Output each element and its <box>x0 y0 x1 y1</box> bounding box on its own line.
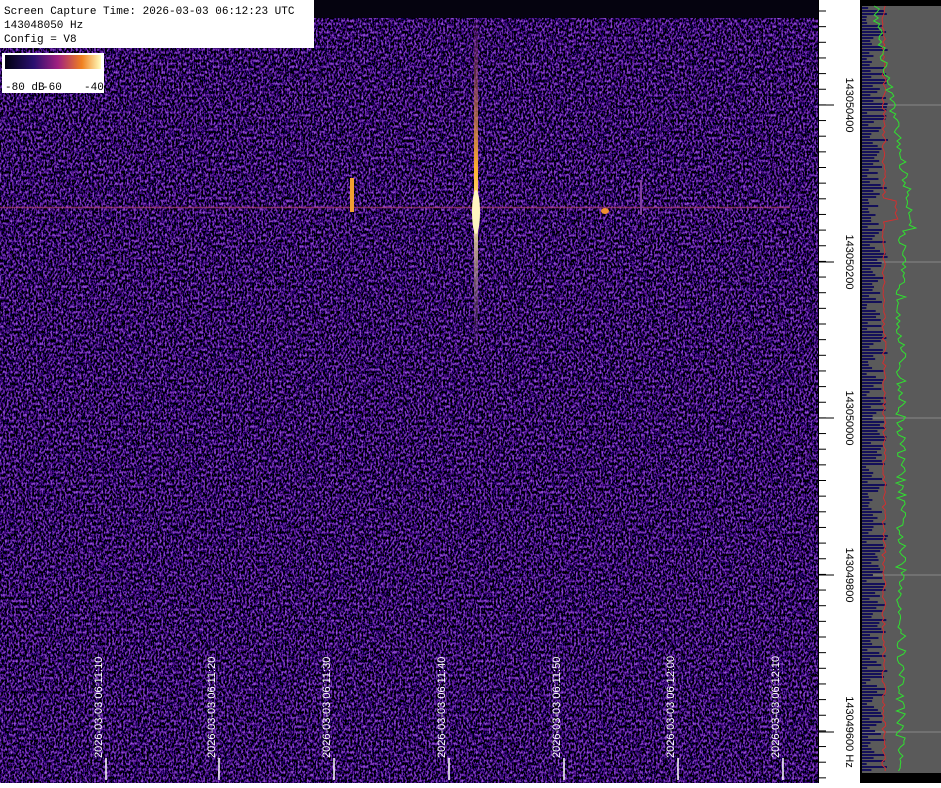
freq-label: 143049600 Hz <box>843 696 855 768</box>
colorbar <box>5 55 101 69</box>
freq-label: 143049800 <box>843 547 855 602</box>
freq-label: 143050200 <box>843 234 855 289</box>
header-line: Screen Capture Time: 2026-03-03 06:12:23… <box>4 6 295 18</box>
meteor-streak <box>474 20 478 350</box>
time-label: 2026-03-03 06:11:50 <box>551 657 563 758</box>
waterfall-noise <box>0 18 818 783</box>
time-label: 2026-03-03 06:11:20 <box>206 657 218 758</box>
colorbar-label: -60 <box>42 82 62 94</box>
time-label: 2026-03-03 06:11:10 <box>93 657 105 758</box>
spectrum-green <box>872 5 918 772</box>
colorbar-label: -80 dB <box>5 82 45 94</box>
colorbar-label: -40 <box>84 82 104 94</box>
header-box <box>0 0 314 48</box>
header-line: 143048050 Hz <box>4 20 83 32</box>
meteor-streak <box>350 178 354 212</box>
freq-label: 143050000 <box>843 390 855 445</box>
freq-label: 143050400 <box>843 77 855 132</box>
meteor-dot <box>601 208 609 214</box>
time-label: 2026-03-03 06:12:00 <box>665 656 677 758</box>
time-label: 2026-03-03 06:12:10 <box>770 656 782 758</box>
header-line: Config = V8 <box>4 34 77 46</box>
spectrum-red <box>881 5 899 772</box>
time-label: 2026-03-03 06:11:30 <box>321 657 333 758</box>
meteor-head <box>472 190 480 234</box>
time-label: 2026-03-03 06:11:40 <box>436 657 448 758</box>
